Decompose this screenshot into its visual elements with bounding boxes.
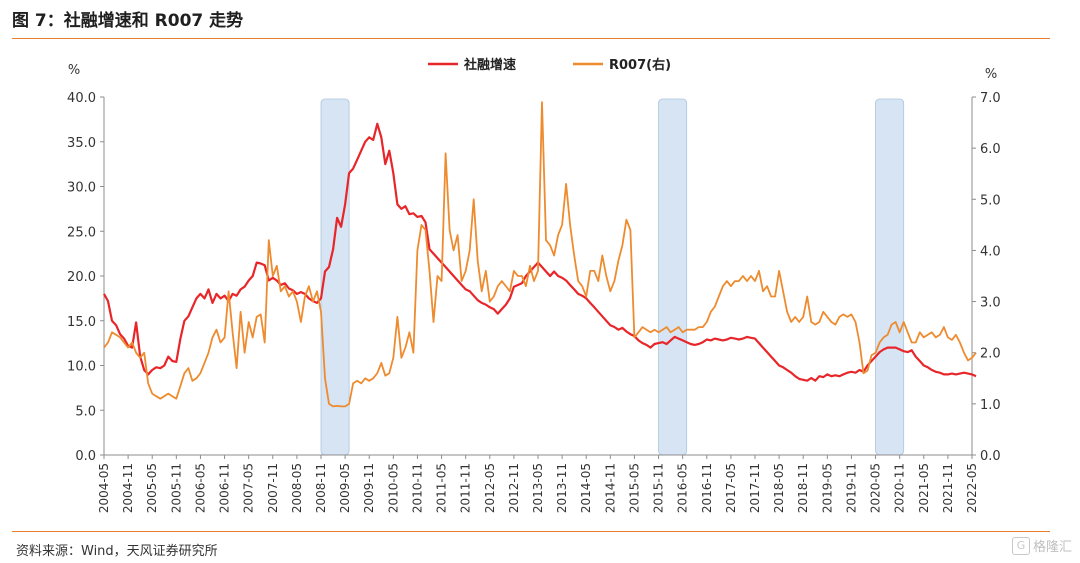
x-tick-label: 2014-11 [603,463,617,513]
title-divider [12,38,1050,39]
right-unit-label: % [985,67,997,82]
x-tick-label: 2012-11 [507,463,521,513]
x-tick-label: 2021-11 [941,463,955,513]
legend-label-2: R007(右) [609,57,671,73]
left-tick-label: 30.0 [67,181,96,196]
x-tick-label: 2011-05 [435,463,449,513]
right-tick-label: 1.0 [980,398,1001,413]
x-tick-label: 2016-05 [676,463,690,513]
x-tick-label: 2010-11 [410,463,424,513]
x-tick-label: 2011-11 [459,463,473,513]
left-unit-label: % [68,63,80,78]
x-tick-label: 2013-05 [531,463,545,513]
x-tick-label: 2014-05 [579,463,593,513]
x-tick-label: 2004-11 [121,463,135,513]
x-tick-label: 2019-05 [820,463,834,513]
x-tick-label: 2016-11 [700,463,714,513]
left-tick-label: 40.0 [67,91,96,106]
watermark: G 格隆汇 [1011,536,1072,555]
right-tick-label: 5.0 [980,193,1001,208]
x-tick-label: 2005-05 [145,463,159,513]
left-tick-label: 15.0 [67,315,96,330]
x-tick-label: 2021-05 [917,463,931,513]
watermark-text: 格隆汇 [1032,540,1072,555]
right-tick-label: 7.0 [980,91,1001,106]
x-tick-label: 2022-05 [965,463,979,513]
x-tick-label: 2020-05 [869,463,883,513]
x-tick-label: 2007-05 [242,463,256,513]
right-tick-label: 2.0 [980,347,1001,362]
x-tick-label: 2019-11 [844,463,858,513]
x-tick-label: 2017-11 [748,463,762,513]
x-tick-label: 2013-11 [555,463,569,513]
x-tick-label: 2004-05 [97,463,111,513]
x-tick-label: 2006-05 [193,463,207,513]
x-tick-label: 2010-05 [386,463,400,513]
shaded-period-2 [658,98,688,456]
footer-divider [12,531,1050,532]
x-tick-label: 2015-05 [627,463,641,513]
x-tick-label: 2020-11 [893,463,907,513]
left-tick-label: 25.0 [67,225,96,240]
left-tick-label: 20.0 [67,270,96,285]
shaded-period-3 [875,98,905,456]
x-tick-label: 2018-11 [796,463,810,513]
x-tick-label: 2017-05 [724,463,738,513]
line-chart: 0.0 5.0 10.0 15.0 20.0 25.0 30.0 35.0 40.0 0.0 1.0… [67,57,1001,513]
x-tick-label: 2006-11 [218,463,232,513]
right-tick-label: 6.0 [980,142,1001,157]
right-tick-label: 3.0 [980,296,1001,311]
right-tick-label: 4.0 [980,244,1001,259]
watermark-logo-icon: G [1011,536,1030,555]
x-tick-label: 2008-11 [314,463,328,513]
series-line-tsf-growth [103,122,977,382]
left-tick-label: 10.0 [67,360,96,375]
chart-title: 图 7：社融增速和 R007 走势 [12,11,244,31]
series-line-r007 [103,101,977,408]
x-tick-label: 2012-05 [483,463,497,513]
x-tick-label: 2009-11 [362,463,376,513]
x-tick-label: 2015-11 [652,463,666,513]
source-note: 资料来源：Wind，天风证券研究所 [16,544,218,559]
left-tick-label: 5.0 [75,404,96,419]
x-tick-label: 2007-11 [266,463,280,513]
right-tick-label: 0.0 [980,449,1001,464]
x-tick-label: 2005-11 [169,463,183,513]
x-tick-label: 2018-05 [772,463,786,513]
x-tick-label: 2008-05 [290,463,304,513]
legend-label-1: 社融增速 [463,57,516,73]
left-tick-label: 35.0 [67,136,96,151]
left-tick-label: 0.0 [75,449,96,464]
x-tick-label: 2009-05 [338,463,352,513]
